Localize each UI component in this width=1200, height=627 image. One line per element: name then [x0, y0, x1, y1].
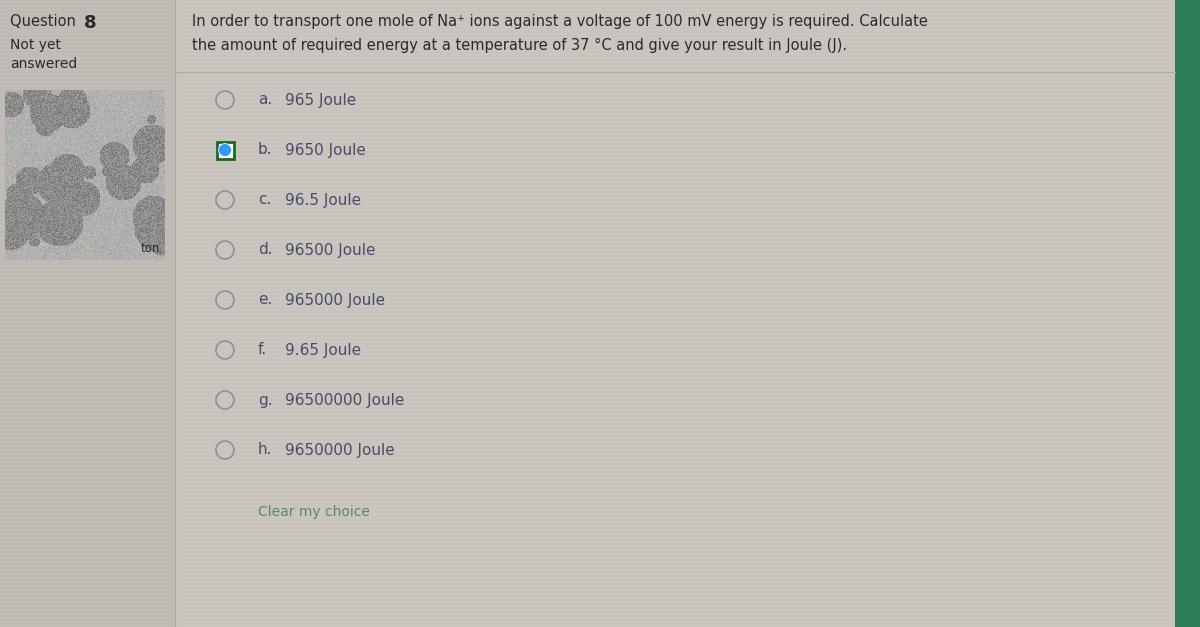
Text: 9650 Joule: 9650 Joule — [286, 142, 366, 157]
Text: 96500 Joule: 96500 Joule — [286, 243, 376, 258]
Text: Not yet: Not yet — [10, 38, 61, 52]
Text: c.: c. — [258, 192, 271, 208]
Text: a.: a. — [258, 93, 272, 107]
Text: 9650000 Joule: 9650000 Joule — [286, 443, 395, 458]
Text: the amount of required energy at a temperature of 37 °C and give your result in : the amount of required energy at a tempe… — [192, 38, 847, 53]
Text: ton: ton — [140, 242, 160, 255]
Text: 9.65 Joule: 9.65 Joule — [286, 342, 361, 357]
Text: Question: Question — [10, 14, 80, 29]
Text: f.: f. — [258, 342, 268, 357]
Bar — [1175, 0, 1200, 627]
Text: d.: d. — [258, 243, 272, 258]
Bar — [217, 142, 234, 159]
Text: 8: 8 — [84, 14, 97, 32]
Text: 96.5 Joule: 96.5 Joule — [286, 192, 361, 208]
Text: answered: answered — [10, 57, 77, 71]
Text: Clear my choice: Clear my choice — [258, 505, 370, 519]
Text: In order to transport one mole of Na⁺ ions against a voltage of 100 mV energy is: In order to transport one mole of Na⁺ io… — [192, 14, 928, 29]
Text: e.: e. — [258, 293, 272, 307]
Text: g.: g. — [258, 393, 272, 408]
Text: 965 Joule: 965 Joule — [286, 93, 356, 107]
Circle shape — [218, 144, 232, 157]
Text: 965000 Joule: 965000 Joule — [286, 293, 385, 307]
Text: 96500000 Joule: 96500000 Joule — [286, 393, 404, 408]
Text: h.: h. — [258, 443, 272, 458]
Bar — [0, 0, 175, 627]
Text: b.: b. — [258, 142, 272, 157]
